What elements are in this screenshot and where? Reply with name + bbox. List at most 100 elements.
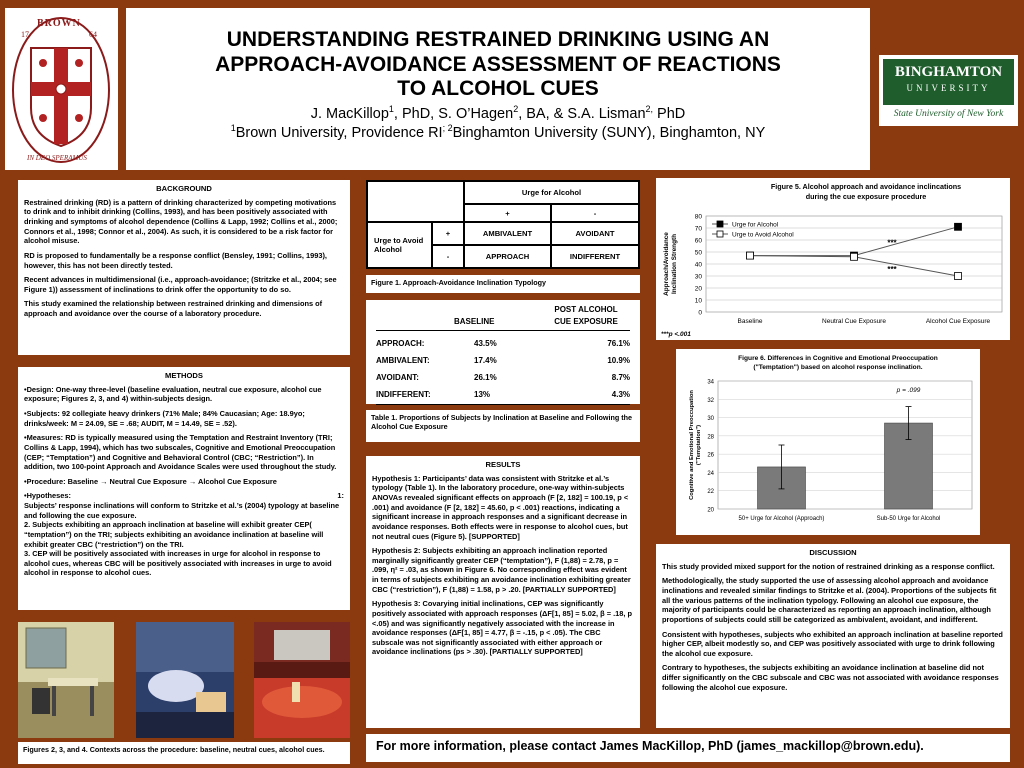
results-paragraph: Hypothesis 3: Covarying initial inclinat… — [372, 599, 632, 657]
x-tick-label: Alcohol Cue Exposure — [926, 318, 991, 325]
hypotheses-label: •Hypotheses: — [24, 491, 71, 501]
table-row-label: AMBIVALENT: — [376, 356, 430, 365]
table-row: AVOIDANT: 26.1% 8.7% — [376, 373, 630, 390]
affil-1-sup: 1 — [230, 123, 236, 134]
figure-1-typology-table: Urge for Alcohol + - Urge to Avoid Alcoh… — [366, 180, 640, 269]
affil-2-sup: ; 2 — [442, 123, 453, 134]
title-line-2: APPROACH-AVOIDANCE ASSESSMENT OF REACTIO… — [215, 52, 781, 76]
y-axis-label: Approach/AvoidanceInclination Strength — [663, 232, 678, 296]
data-point — [746, 251, 754, 260]
y-tick-label: 26 — [707, 453, 714, 459]
typology-grid: Urge for Alcohol + - Urge to Avoid Alcoh… — [368, 182, 638, 267]
data-point — [954, 222, 962, 231]
binghamton-logo-name: BINGHAMTON — [894, 64, 1003, 80]
author-1-sup: 1 — [388, 103, 394, 114]
hypothesis-item: Subjects’ response inclinations will con… — [24, 501, 340, 520]
background-heading: BACKGROUND — [156, 184, 212, 193]
y-tick-label: 60 — [695, 238, 703, 245]
poster-title: UNDERSTANDING RESTRAINED DRINKING USING … — [126, 28, 870, 102]
title-line-1: UNDERSTANDING RESTRAINED DRINKING USING … — [226, 28, 770, 51]
affil-1: Brown University, Providence RI — [235, 125, 443, 142]
legend-marker — [716, 230, 724, 238]
background-paragraph: RD is proposed to fundamentally be a res… — [24, 250, 327, 270]
table-1-proportions: BASELINE POST ALCOHOL CUE EXPOSURE APPRO… — [366, 300, 640, 405]
methods-heading: METHODS — [165, 371, 203, 380]
table-1-caption: Table 1. Proportions of Subjects by Incl… — [366, 410, 640, 442]
discussion-paragraph: Contrary to hypotheses, the subjects exh… — [662, 663, 999, 692]
y-tick-label: 22 — [707, 489, 714, 495]
table-row-post: 8.7% — [611, 373, 630, 382]
plot-area — [717, 380, 973, 510]
table-row-label: APPROACH: — [376, 339, 425, 348]
y-tick-label: 10 — [695, 298, 703, 305]
x-tick-label: Neutral Cue Exposure — [822, 318, 886, 325]
binghamton-logo-suny: State University of New York — [893, 109, 1004, 119]
typology-corner — [368, 182, 465, 205]
x-tick-label: Sub-50 Urge for Alcohol — [877, 516, 941, 522]
author-3: , BA, & S.A. Lisman — [518, 105, 646, 122]
table-1-col-post-line1: POST ALCOHOL — [554, 305, 618, 314]
y-tick-label: 30 — [695, 274, 703, 281]
author-3-degree: PhD — [653, 105, 686, 122]
hypothesis-item: 3. CEP will be positively associated wit… — [24, 549, 332, 578]
alcohol-room-image — [254, 622, 350, 738]
authors-line: J. MacKillop1, PhD, S. O’Hagen2, BA, & S… — [126, 104, 870, 124]
author-2: , PhD, S. O’Hagen — [393, 105, 514, 122]
y-tick-label: 20 — [707, 508, 714, 514]
legend-label: Urge to Avoid Alcohol — [732, 232, 794, 239]
background-panel: BACKGROUND Restrained drinking (RD) is a… — [18, 180, 350, 355]
affil-2: Binghamton University (SUNY), Binghamton… — [452, 125, 766, 142]
results-panel: RESULTS Hypothesis 1: Participants’ data… — [366, 456, 640, 728]
photo-alcohol-cues-room — [254, 622, 350, 738]
brown-logo-year-left: 17 — [21, 30, 29, 39]
y-axis-label: Cognitive and Emotional Preoccupation("T… — [689, 390, 702, 500]
results-paragraph: Hypothesis 1: Participants’ data was con… — [372, 473, 629, 541]
data-point — [850, 252, 858, 261]
typology-cell-ambivalent: AMBIVALENT — [464, 222, 552, 246]
data-point — [954, 272, 962, 280]
results-paragraph: Hypothesis 2: Subjects exhibiting an app… — [372, 546, 631, 594]
methods-panel: METHODS •Design: One-way three-level (ba… — [18, 367, 350, 610]
affiliations-line: 1Brown University, Providence RI; 2Bingh… — [126, 123, 870, 143]
table-row: INDIFFERENT: 13% 4.3% — [376, 390, 630, 405]
table-row-baseline: 13% — [474, 390, 491, 399]
binghamton-logo-banner — [883, 59, 1014, 105]
table-row-post: 4.3% — [611, 390, 630, 399]
figure-1-caption: Figure 1. Approach-Avoidance Inclination… — [366, 275, 640, 293]
y-tick-label: 20 — [695, 286, 703, 293]
baseline-room-image — [18, 622, 114, 738]
results-heading: RESULTS — [485, 460, 521, 469]
brown-university-logo: BROWN 17 64 IN DEO SPERAMUS — [5, 8, 118, 170]
legend-label: Urge for Alcohol — [732, 222, 779, 229]
brown-shield-icon — [12, 17, 110, 163]
figure-5-footnote: ***p <.001 — [661, 331, 691, 338]
y-tick-label: 32 — [707, 398, 714, 404]
methods-item: •Design: One-way three-level (baseline e… — [24, 384, 322, 404]
table-1-col-post-line2: CUE EXPOSURE — [554, 317, 618, 326]
table-row-post: 10.9% — [607, 356, 630, 365]
typology-row-plus: + — [432, 222, 465, 246]
discussion-paragraph: This study provided mixed support for th… — [662, 561, 995, 571]
typology-cell-approach: APPROACH — [464, 244, 552, 267]
contact-footer: For more information, please contact Jam… — [366, 734, 1010, 762]
hypothesis-item: 2. Subjects exhibiting an approach incli… — [24, 520, 324, 549]
figure-6-panel: Figure 6. Differences in Cognitive and E… — [676, 349, 980, 535]
binghamton-university-logo: BINGHAMTON UNIVERSITY State University o… — [879, 55, 1018, 126]
background-paragraph: Restrained drinking (RD) is a pattern of… — [24, 197, 338, 246]
author-1: J. MacKillop — [310, 105, 389, 122]
discussion-paragraph: Methodologically, the study supported th… — [662, 576, 997, 624]
typology-cell-avoidant: AVOIDANT — [551, 222, 638, 246]
typology-col-plus: + — [464, 204, 552, 224]
x-tick-label: Baseline — [738, 318, 763, 325]
significance-annotation: *** — [887, 238, 897, 247]
binghamton-logo-university: UNIVERSITY — [906, 83, 991, 93]
typology-row-header: Urge to Avoid Alcohol — [368, 222, 433, 267]
y-tick-label: 30 — [707, 416, 714, 422]
poster-header: UNDERSTANDING RESTRAINED DRINKING USING … — [126, 8, 870, 170]
table-row-label: AVOIDANT: — [376, 373, 419, 382]
brown-logo-name: BROWN — [37, 18, 81, 29]
figure-5-title-line1: Figure 5. Alcohol approach and avoidance… — [771, 182, 961, 191]
brown-logo-year-right: 64 — [89, 30, 97, 39]
photo-baseline-room — [18, 622, 114, 738]
significance-annotation: *** — [887, 265, 897, 274]
